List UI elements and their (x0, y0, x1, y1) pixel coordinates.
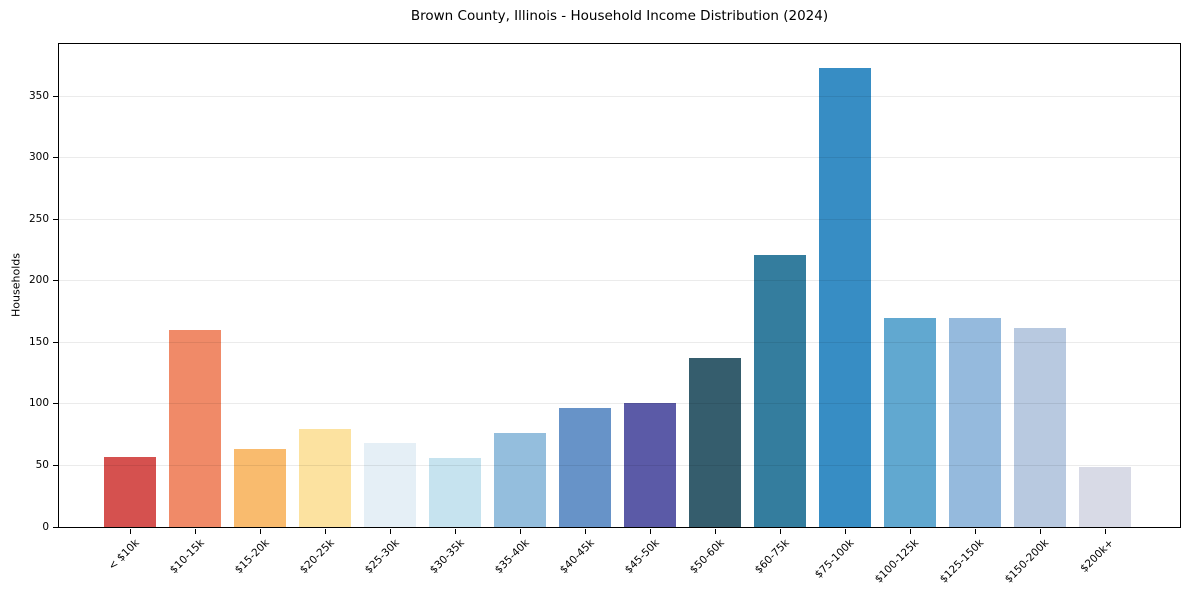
x-tick-mark (649, 528, 651, 534)
y-tick-mark (53, 464, 58, 466)
x-tick-mark (844, 528, 846, 534)
plot-area (58, 43, 1181, 528)
x-tick-mark (974, 528, 976, 534)
chart-title: Brown County, Illinois - Household Incom… (410, 8, 829, 24)
x-tick-mark (454, 528, 456, 534)
y-tick-mark (53, 341, 58, 343)
x-tick-mark (909, 528, 911, 534)
x-tick-label: $125-150k (937, 537, 987, 586)
x-tick-label: $35-40k (492, 537, 532, 577)
x-tick-mark (584, 528, 586, 534)
x-tick-mark (324, 528, 326, 534)
bar (104, 456, 156, 527)
x-tick-mark (779, 528, 781, 534)
bar (624, 402, 676, 527)
bar (1014, 327, 1066, 527)
x-tick-mark (389, 528, 391, 534)
x-tick-mark (714, 528, 716, 534)
y-tick-label: 350 (28, 89, 49, 102)
x-tick-label: $20-25k (297, 537, 337, 577)
x-tick-label: $25-30k (362, 537, 402, 577)
y-tick-mark (53, 218, 58, 220)
y-tick-label: 250 (28, 212, 49, 225)
bar (234, 449, 286, 527)
bar (689, 358, 741, 527)
y-tick-label: 150 (28, 335, 49, 348)
x-tick-mark (129, 528, 131, 534)
x-tick-label: $10-15k (167, 537, 207, 577)
x-tick-label: $75-100k (812, 537, 857, 581)
y-tick-mark (53, 95, 58, 97)
y-tick-mark (53, 526, 58, 528)
y-tick-label: 50 (35, 458, 49, 471)
x-tick-label: $100-125k (872, 537, 922, 586)
bar (949, 317, 1001, 527)
x-tick-label: $15-20k (232, 537, 272, 577)
y-tick-label: 200 (28, 274, 49, 287)
y-tick-mark (53, 403, 58, 405)
y-tick-label: 300 (28, 151, 49, 164)
x-tick-label: $60-75k (752, 537, 792, 577)
bar (884, 317, 936, 527)
x-tick-label: $50-60k (687, 537, 727, 577)
x-tick-mark (1104, 528, 1106, 534)
bar (819, 68, 871, 527)
bar (429, 458, 481, 527)
bar (754, 255, 806, 527)
x-tick-mark (519, 528, 521, 534)
y-tick-mark (53, 280, 58, 282)
y-tick-label: 100 (28, 397, 49, 410)
y-tick-mark (53, 157, 58, 159)
x-tick-label: $45-50k (622, 537, 662, 577)
bars-layer (59, 44, 1180, 527)
bar (364, 443, 416, 527)
x-tick-label: $200k+ (1078, 537, 1117, 575)
bar (494, 433, 546, 527)
x-tick-label: < $10k (105, 537, 142, 573)
y-tick-label: 0 (42, 520, 49, 533)
bar (559, 407, 611, 527)
x-tick-label: $30-35k (427, 537, 467, 577)
bar (1079, 466, 1131, 527)
x-tick-label: $150-200k (1002, 537, 1052, 586)
x-tick-label: $40-45k (557, 537, 597, 577)
bar (169, 330, 221, 527)
x-tick-mark (1039, 528, 1041, 534)
bar (299, 428, 351, 527)
x-tick-mark (259, 528, 261, 534)
x-tick-mark (194, 528, 196, 534)
